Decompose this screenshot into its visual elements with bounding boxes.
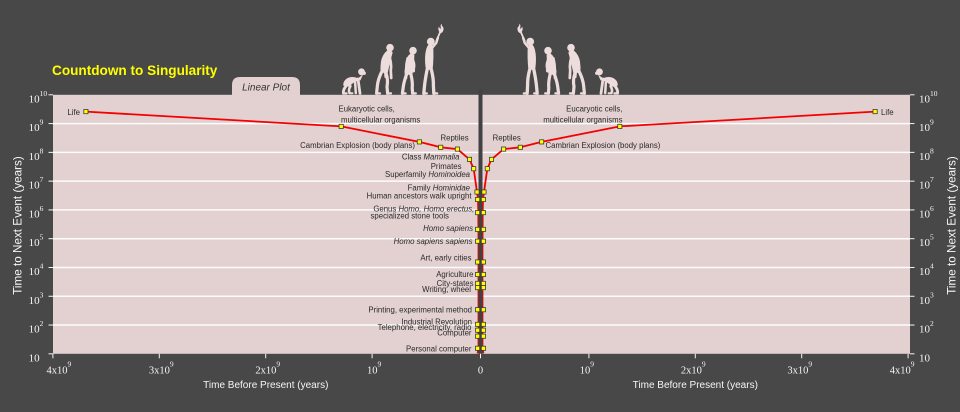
event-label: Primates — [431, 162, 462, 171]
y-axis-title-right: Time to Next Event (years) — [946, 156, 959, 295]
event-marker — [475, 196, 481, 202]
event-marker — [475, 327, 481, 333]
event-label: multicellular organisms — [543, 116, 622, 125]
event-label: Genus Homo, Homo erectus, — [373, 204, 474, 213]
chart-title: Countdown to Singularity — [52, 63, 218, 78]
event-label: Human ancestors walk upright — [367, 191, 473, 200]
event-label: Telephone, electricity, radio — [378, 323, 473, 332]
event-marker — [517, 144, 523, 150]
x-tick-label: 0 — [478, 366, 483, 377]
event-marker — [480, 210, 486, 216]
event-marker — [471, 166, 477, 172]
event-marker — [489, 156, 495, 162]
event-marker — [475, 280, 481, 286]
event-marker — [475, 333, 481, 339]
event-label: Computer — [437, 328, 472, 337]
event-markers-left — [83, 109, 481, 351]
event-marker — [475, 210, 481, 216]
event-marker — [438, 144, 444, 150]
event-marker — [480, 271, 486, 277]
event-marker — [480, 226, 486, 232]
y-tick-label-right: 10 — [919, 352, 931, 364]
event-label: Homo sapiens sapiens — [394, 237, 473, 246]
event-label: Cambrian Explosion (body plans) — [546, 141, 661, 150]
event-marker — [474, 189, 480, 195]
event-label: Eucaryotic cells, — [566, 105, 622, 114]
linear-plot-tab[interactable] — [232, 77, 300, 96]
event-label: Printing, experimental method — [368, 306, 472, 315]
event-marker — [338, 123, 344, 129]
event-marker — [872, 109, 878, 115]
event-marker — [480, 345, 486, 351]
event-label: Agriculture — [436, 270, 473, 279]
event-marker — [475, 285, 481, 291]
event-labels: Life Eukaryotic cells, multicellular organ… — [67, 105, 893, 354]
event-marker — [480, 333, 486, 339]
event-label: Reptiles — [493, 134, 521, 143]
evolution-silhouettes-left — [341, 23, 444, 95]
event-marker — [466, 156, 472, 162]
event-label: specialized stone tools — [371, 212, 450, 221]
event-marker — [475, 226, 481, 232]
event-marker — [475, 238, 481, 244]
x-axis-title-left: Time Before Present (years) — [203, 380, 328, 391]
event-label: City-states — [437, 279, 474, 288]
event-label: Industrial Revolution — [401, 317, 472, 326]
linear-plot-tab-label[interactable]: Linear Plot — [242, 83, 291, 94]
event-marker — [475, 345, 481, 351]
event-label: multicellular organisms — [341, 116, 420, 125]
event-label: Class Mammalia — [402, 153, 460, 162]
event-marker — [480, 307, 486, 313]
event-label: Personal computer — [406, 344, 472, 353]
event-label: Eukaryotic cells, — [339, 105, 395, 114]
event-label: Life — [881, 108, 894, 117]
event-marker — [481, 189, 487, 195]
event-label: Homo sapiens — [423, 224, 473, 233]
y-axis-title-left: Time to Next Event (years) — [12, 156, 25, 295]
event-label: Superfamily Hominoidea — [385, 170, 471, 179]
event-label: Writing, wheel — [422, 285, 471, 294]
event-marker — [480, 238, 486, 244]
event-marker — [475, 307, 481, 313]
event-label: Art, early cities — [420, 254, 471, 263]
event-marker — [501, 146, 507, 152]
event-marker — [539, 139, 545, 145]
event-marker — [83, 109, 89, 115]
event-markers-right — [480, 109, 878, 351]
event-marker — [617, 123, 623, 129]
event-label: Family Hominidae — [408, 183, 471, 192]
event-marker — [480, 259, 486, 265]
event-marker — [475, 321, 481, 327]
event-marker — [475, 259, 481, 265]
evolution-silhouettes-right — [517, 23, 620, 95]
center-divider — [478, 89, 483, 354]
y-tick-label-left: 10 — [29, 352, 40, 364]
event-label: Reptiles — [441, 134, 469, 143]
event-marker — [480, 196, 486, 202]
event-marker — [480, 327, 486, 333]
event-label: Cambrian Explosion (body plans) — [300, 141, 415, 150]
event-label: Life — [67, 108, 80, 117]
event-marker — [484, 166, 490, 172]
event-marker — [480, 321, 486, 327]
event-marker — [475, 271, 481, 277]
event-marker — [480, 285, 486, 291]
event-marker — [416, 139, 422, 145]
event-marker — [454, 146, 460, 152]
x-axis-title-right: Time Before Present (years) — [633, 380, 758, 391]
event-marker — [480, 280, 486, 286]
